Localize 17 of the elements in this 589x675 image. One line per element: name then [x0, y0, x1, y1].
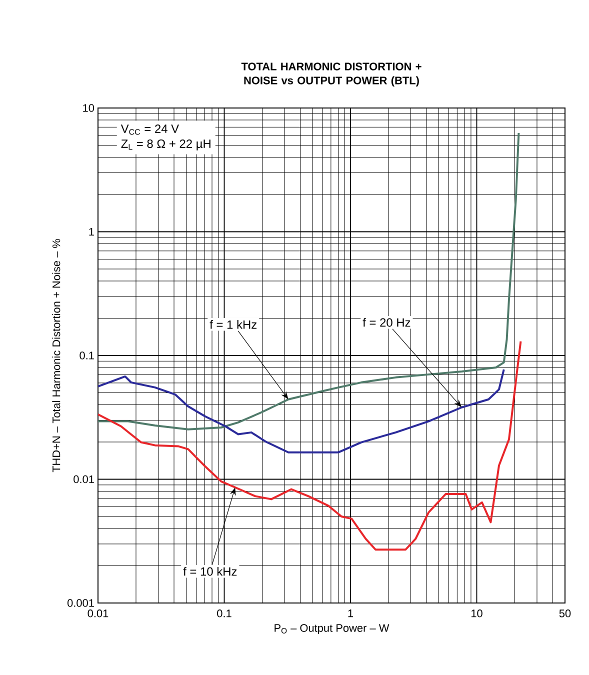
annotation: f = 10 kHz	[183, 566, 237, 576]
annotation: f = 20 Hz	[362, 318, 410, 327]
x-tick-label: 10	[471, 610, 482, 618]
chart-title: TOTAL HARMONIC DISTORTION + NOISE vs OUTPUT POWER (BTL)	[241, 62, 422, 86]
y-tick-label: 0.01	[74, 475, 94, 484]
x-axis-title: P$_{O}$ – Output Power – W	[274, 624, 390, 634]
x-tick-label: 50	[559, 610, 571, 618]
y-axis-title: THD+N – Total Harmonic Distortion + Noise – %	[52, 239, 60, 472]
x-tick-label: 0.1	[217, 610, 232, 618]
x-tick-label: 1	[348, 610, 354, 618]
annotation: V$_{CC}$ = 24 V	[120, 124, 179, 135]
y-tick-label: 0.001	[67, 599, 94, 607]
y-tick-label: 10	[83, 104, 94, 112]
y-tick-label: 1	[89, 228, 94, 236]
y-tick-label: 0.1	[80, 352, 94, 360]
annotation: Z$_{L}$ = 8 Ω + 22 µH	[121, 140, 210, 150]
annotation: f = 1 kHz	[210, 320, 256, 329]
